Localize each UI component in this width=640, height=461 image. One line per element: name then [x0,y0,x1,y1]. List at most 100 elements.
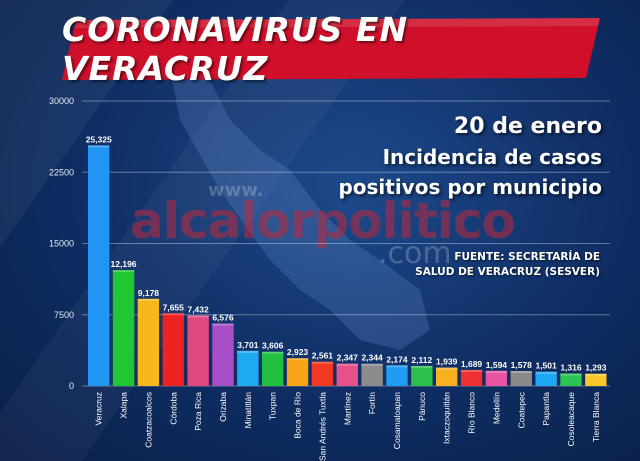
category-label: Coatzacoalcos [143,392,153,448]
category-label: Poza Rica [193,392,203,431]
value-label: 1,293 [585,363,607,373]
bar-10 [336,363,358,386]
info-date: 20 de enero [453,114,602,139]
watermark-www: www. [208,180,264,201]
info-line-1: Incidencia de casos [382,145,602,169]
bar-highlight-1 [112,270,135,273]
bar-highlight-14 [436,367,458,370]
bar-4 [187,315,209,386]
y-tick-label: 15000 [49,239,74,249]
value-label: 2,344 [361,353,383,363]
bar-highlight-18 [535,371,557,374]
bar-2 [137,298,160,386]
value-label: 1,316 [560,362,582,372]
veracruz-map-silhouette [170,70,430,350]
bar-highlight-12 [386,365,408,368]
source-line-1: FUENTE: SECRETARÍA DE [454,251,600,263]
bar-3 [162,313,184,386]
category-label: Xalapa [119,392,129,419]
bar-0 [88,145,110,386]
category-label: Papantla [541,392,551,426]
value-label: 1,939 [436,357,458,367]
category-label: Medellín [491,392,501,424]
bar-1 [112,270,135,386]
bar-5 [212,323,234,386]
category-label: Fortín [367,392,377,414]
source-note: FUENTE: SECRETARÍA DE SALUD DE VERACRUZ … [415,250,600,280]
value-label: 2,112 [411,355,432,365]
bar-highlight-7 [262,351,284,354]
bar-highlight-15 [460,369,483,372]
bar-17 [510,371,532,386]
chart-info: 20 de enero Incidencia de casos positivo… [338,112,602,202]
category-label: Tuxpan [268,392,278,420]
value-label: 1,578 [511,360,533,370]
bar-highlight-11 [361,363,383,366]
value-label: 2,347 [337,353,359,363]
category-label: Cosamaloapan [392,392,402,449]
y-tick-label: 30000 [49,96,74,106]
bar-highlight-19 [560,373,582,376]
bar-highlight-17 [510,371,532,374]
bar-highlight-4 [187,315,209,318]
value-label: 1,501 [535,361,557,371]
y-tick-label: 7500 [54,310,74,320]
bar-8 [286,358,309,386]
category-label: Martínez [342,392,352,425]
bar-18 [535,371,557,386]
bar-highlight-13 [411,365,433,368]
category-label: Pánuco [417,392,427,421]
bar-11 [361,363,383,386]
watermark-main: alcalorpolitico [130,192,516,250]
category-label: Cosoleacaque [566,392,576,447]
title-banner [62,18,600,80]
category-label: Veracruz [94,392,104,426]
category-label: Boca de Río [293,392,303,439]
info-line-2: positivos por municipio [338,175,602,199]
bar-19 [560,373,582,386]
value-label: 3,701 [237,340,259,350]
bar-highlight-0 [88,145,110,148]
bar-highlight-10 [336,363,358,366]
category-label: Coatepec [516,391,526,428]
bar-13 [411,365,433,386]
watermark-com: .com [378,236,452,271]
bar-highlight-16 [485,370,508,373]
category-label: Tierra Blanca [591,392,601,443]
value-label: 6,576 [212,313,234,323]
value-label: 9,178 [138,288,160,298]
category-label: Ixtaczoquitlán [442,392,452,444]
bar-highlight-2 [137,298,160,301]
bar-14 [436,367,458,386]
category-label: Río Blanco [467,392,477,434]
category-label: Minatitlán [243,392,253,429]
bar-highlight-20 [585,373,607,376]
category-label: Córdoba [168,392,178,425]
bar-highlight-5 [212,323,234,326]
bar-highlight-6 [237,350,259,353]
bar-20 [585,373,607,386]
bar-15 [460,369,483,386]
value-label: 3,606 [262,341,284,351]
bar-highlight-3 [162,313,184,316]
category-label: Orizaba [218,392,228,422]
value-label: 25,325 [86,134,112,144]
value-label: 12,196 [111,259,137,269]
value-label: 2,923 [287,347,309,357]
bar-12 [386,365,408,386]
category-label: San Andrés Tuxtla [317,392,327,461]
value-label: 1,689 [461,359,483,369]
y-tick-label: 22500 [49,167,74,177]
bar-highlight-8 [286,358,309,361]
bar-7 [262,351,284,386]
value-label: 7,432 [187,304,209,314]
bar-16 [485,370,508,386]
value-label: 1,594 [486,360,508,370]
value-label: 2,561 [312,351,334,361]
bar-highlight-9 [311,361,334,364]
source-line-2: SALUD DE VERACRUZ (SESVER) [415,266,600,278]
value-label: 2,174 [386,354,408,364]
bar-6 [237,350,259,386]
bar-9 [311,361,334,386]
